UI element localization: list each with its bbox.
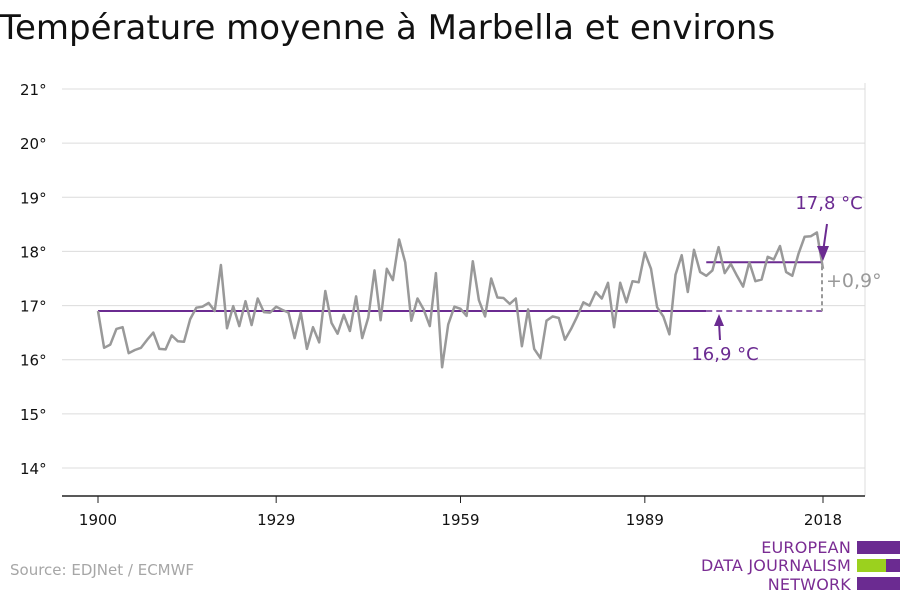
difference-label: +0,9° bbox=[826, 270, 882, 292]
x-tick-label: 1929 bbox=[257, 511, 295, 529]
y-tick-label: 19° bbox=[20, 189, 47, 207]
y-tick-label: 20° bbox=[20, 135, 47, 153]
source-credit: Source: EDJNet / ECMWF bbox=[10, 561, 195, 579]
y-tick-label: 15° bbox=[20, 406, 47, 424]
x-tick-label: 2018 bbox=[804, 511, 842, 529]
baseline-average-label: 16,9 °C bbox=[691, 344, 758, 365]
y-axis-tick-labels: 14° 15° 16° 17° 18° 19° 20° 21° bbox=[20, 81, 47, 478]
y-tick-label: 16° bbox=[20, 352, 47, 370]
logo-text-line2: DATA JOURNALISM bbox=[701, 556, 851, 575]
x-axis-ticks: 1900 1929 1959 1989 2018 bbox=[79, 496, 842, 529]
y-tick-label: 17° bbox=[20, 298, 47, 316]
edjnet-logo: EUROPEAN DATA JOURNALISM NETWORK bbox=[700, 538, 900, 596]
logo-bar-bottom bbox=[857, 577, 900, 590]
logo-bar-top bbox=[857, 541, 900, 554]
reference-lines bbox=[98, 261, 823, 312]
chart-title: Température moyenne à Marbella et enviro… bbox=[0, 8, 776, 48]
baseline-average-arrowhead bbox=[714, 314, 724, 326]
x-tick-label: 1900 bbox=[79, 511, 117, 529]
logo-text-line3: NETWORK bbox=[767, 575, 851, 594]
x-tick-label: 1959 bbox=[441, 511, 479, 529]
y-tick-label: 21° bbox=[20, 81, 47, 99]
y-tick-label: 18° bbox=[20, 243, 47, 261]
temperature-series-line bbox=[96, 231, 825, 369]
y-tick-label: 14° bbox=[20, 460, 47, 478]
annotations: +0,9° 17,8 °C 16,9 °C bbox=[691, 193, 881, 365]
grid-lines bbox=[62, 88, 865, 469]
logo-bar-middle bbox=[857, 559, 900, 572]
recent-average-label: 17,8 °C bbox=[795, 193, 862, 214]
logo-text-line1: EUROPEAN bbox=[761, 538, 851, 557]
x-tick-label: 1989 bbox=[626, 511, 664, 529]
recent-average-arrowhead bbox=[817, 246, 829, 261]
